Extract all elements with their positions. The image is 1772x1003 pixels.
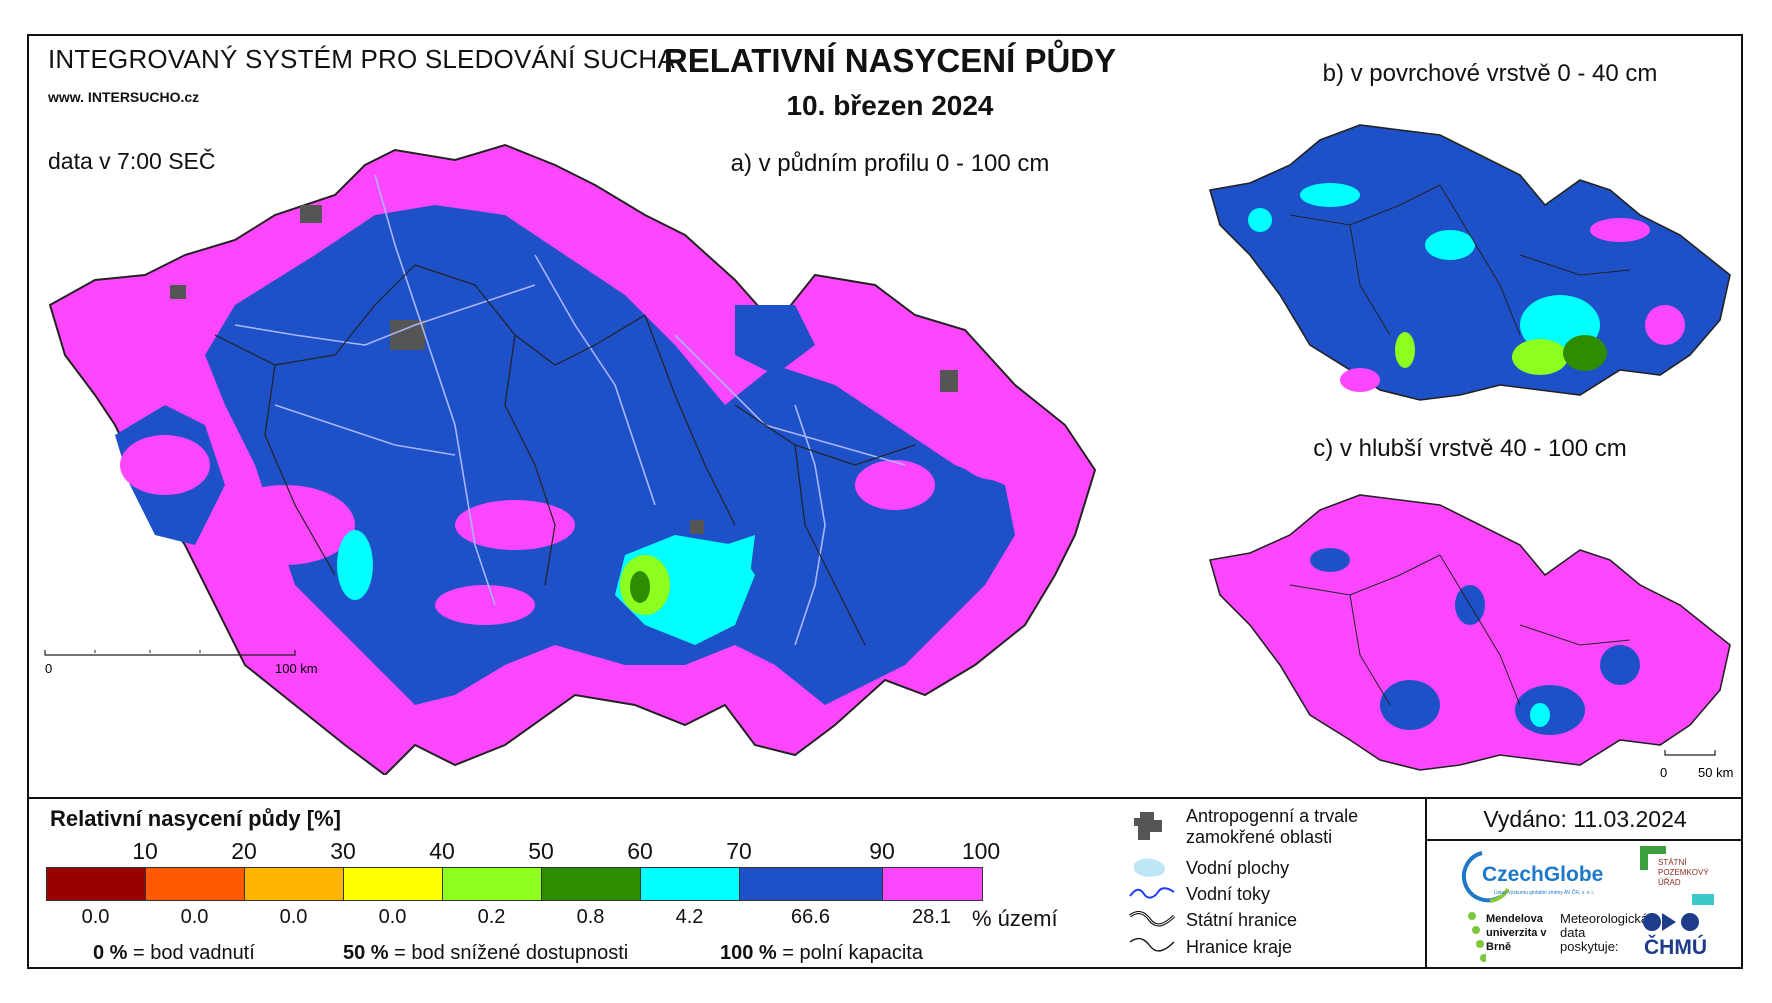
- legend-tick-6: 70: [726, 838, 752, 864]
- legend-swatch-0: [47, 868, 146, 900]
- footnote-0: 0 % = bod vadnutí: [93, 942, 255, 964]
- scale-a-end: 100 km: [275, 661, 318, 676]
- page-title: RELATIVNÍ NASYCENÍ PŮDY: [663, 42, 1117, 79]
- issued-divider: [1425, 839, 1743, 841]
- anthropogenic-label: Antropogenní a trvale zamokřené oblasti: [1186, 806, 1359, 847]
- legend-swatch-1: [146, 868, 245, 900]
- chmu-logo[interactable]: ČHMÚ: [1642, 910, 1732, 965]
- map-a-cyan-south-moravia: [337, 530, 755, 645]
- mendelu-dots-icon: [1468, 912, 1488, 962]
- legend-tick-5: 60: [627, 838, 653, 864]
- spu-accent: [1692, 894, 1714, 905]
- system-name: INTEGROVANÝ SYSTÉM PRO SLEDOVÁNÍ SUCHA: [48, 44, 675, 74]
- legend-swatch-2: [245, 868, 344, 900]
- scale-a-start: 0: [45, 661, 52, 676]
- map-b-country-shape: [1208, 124, 1731, 401]
- legend-share-8: 28.1: [912, 906, 951, 928]
- legend-swatch-7: [740, 868, 883, 900]
- legend-divider: [27, 797, 1743, 799]
- legend-tick-2: 30: [330, 838, 356, 864]
- map-a-scale-bar: 0 100 km: [44, 650, 318, 676]
- czechglobe-mark-icon: [1461, 851, 1510, 903]
- meteo-data-label: Meteorologická data poskytuje:: [1560, 911, 1649, 954]
- legend-tick-8: 100: [961, 838, 1001, 864]
- czechglobe-logo[interactable]: CzechGlobe Ústav výzkumu globální změny …: [1460, 845, 1610, 905]
- website-link[interactable]: www. INTERSUCHO.cz: [48, 89, 200, 105]
- legend-swatch-3: [344, 868, 443, 900]
- czechglobe-subtitle: Ústav výzkumu globální změny AV ČR, v. v…: [1494, 890, 1595, 896]
- legend-title: Relativní nasycení půdy [%]: [50, 806, 341, 831]
- legend-share-1: 0.0: [180, 906, 209, 928]
- mendelu-name: Mendelova univerzita v Brně: [1486, 913, 1547, 953]
- spu-mark-icon: [1640, 846, 1666, 870]
- legend-share-2: 0.0: [279, 906, 308, 928]
- state-border-icon: [1129, 910, 1176, 927]
- spu-logo[interactable]: STÁTNÍ POZEMKOVÝ ÚŘAD: [1640, 846, 1735, 906]
- map-b-region-borders: [1289, 184, 1631, 336]
- map-b-magenta-areas: [1340, 218, 1685, 392]
- legend-tick-1: 20: [231, 838, 257, 864]
- legend-tick-4: 50: [528, 838, 554, 864]
- scale-c-start: 0: [1660, 765, 1667, 780]
- map-a: 0 100 km: [44, 143, 1097, 775]
- legend-tick-0: 10: [132, 838, 158, 864]
- state-border-label: Státní hranice: [1186, 910, 1298, 930]
- region-border-label: Hranice kraje: [1186, 937, 1293, 957]
- legend-share-3: 0.0: [378, 906, 407, 928]
- issued-date: Vydáno: 11.03.2024: [1483, 806, 1687, 832]
- map-c: 0 50 km: [1208, 494, 1733, 780]
- data-time: data v 7:00 SEČ: [48, 148, 216, 174]
- spu-name: STÁTNÍ POZEMKOVÝ ÚŘAD: [1658, 858, 1709, 887]
- map-a-rivers: [234, 174, 906, 646]
- anthropogenic-symbol: [1132, 808, 1166, 847]
- mendelu-logo[interactable]: Mendelova univerzita v Brně: [1466, 910, 1556, 968]
- map-a-magenta-patches: [120, 195, 1040, 625]
- water-bodies-label: Vodní plochy: [1186, 858, 1290, 878]
- scale-c-end: 50 km: [1698, 765, 1733, 780]
- footnote-50: 50 % = bod snížené dostupnosti: [343, 942, 629, 964]
- map-c-scale-bar: 0 50 km: [1660, 750, 1733, 780]
- chmu-mark-icon: [1643, 913, 1699, 931]
- map-c-region-borders: [1289, 554, 1631, 706]
- map-a-region-borders: [214, 264, 916, 646]
- water-courses-symbol: [1128, 882, 1176, 907]
- legend-unit: % území: [972, 906, 1058, 931]
- map-b: [1208, 124, 1731, 401]
- river-icon: [1129, 887, 1175, 899]
- legend-swatch-5: [542, 868, 641, 900]
- legend-colorbar: [46, 867, 983, 901]
- map-b-label: b) v povrchové vrstvě 0 - 40 cm: [1322, 60, 1658, 87]
- legend-share-5: 0.8: [576, 906, 605, 928]
- legend-vertical-divider: [1425, 797, 1427, 969]
- map-a-urban-areas: [170, 205, 958, 534]
- legend-share-6: 4.2: [675, 906, 704, 928]
- region-border-symbol: [1128, 934, 1176, 961]
- map-date: 10. březen 2024: [786, 90, 994, 121]
- map-c-cyan-area: [1530, 703, 1550, 727]
- legend-swatch-6: [641, 868, 740, 900]
- anthropogenic-icon: [1134, 812, 1162, 840]
- water-body-icon: [1134, 858, 1165, 877]
- chmu-name: ČHMÚ: [1644, 936, 1707, 959]
- legend-swatch-8: [883, 868, 982, 900]
- legend-tick-7: 90: [869, 838, 895, 864]
- legend-share-4: 0.2: [477, 906, 506, 928]
- region-border-icon: [1129, 937, 1175, 952]
- map-c-label: c) v hlubší vrstvě 40 - 100 cm: [1313, 435, 1627, 462]
- map-b-green-areas: [1395, 332, 1607, 375]
- legend-share-7: 66.6: [791, 906, 830, 928]
- legend-share-0: 0.0: [81, 906, 110, 928]
- map-a-label: a) v půdním profilu 0 - 100 cm: [730, 150, 1050, 177]
- map-c-country-shape: [1208, 494, 1731, 771]
- czechglobe-name: CzechGlobe: [1482, 863, 1604, 886]
- water-courses-label: Vodní toky: [1186, 884, 1271, 904]
- legend-tick-3: 40: [429, 838, 455, 864]
- legend-swatch-4: [443, 868, 542, 900]
- state-border-symbol: [1128, 908, 1176, 935]
- footnote-100: 100 % = polní kapacita: [720, 942, 923, 964]
- water-bodies-symbol: [1130, 856, 1170, 885]
